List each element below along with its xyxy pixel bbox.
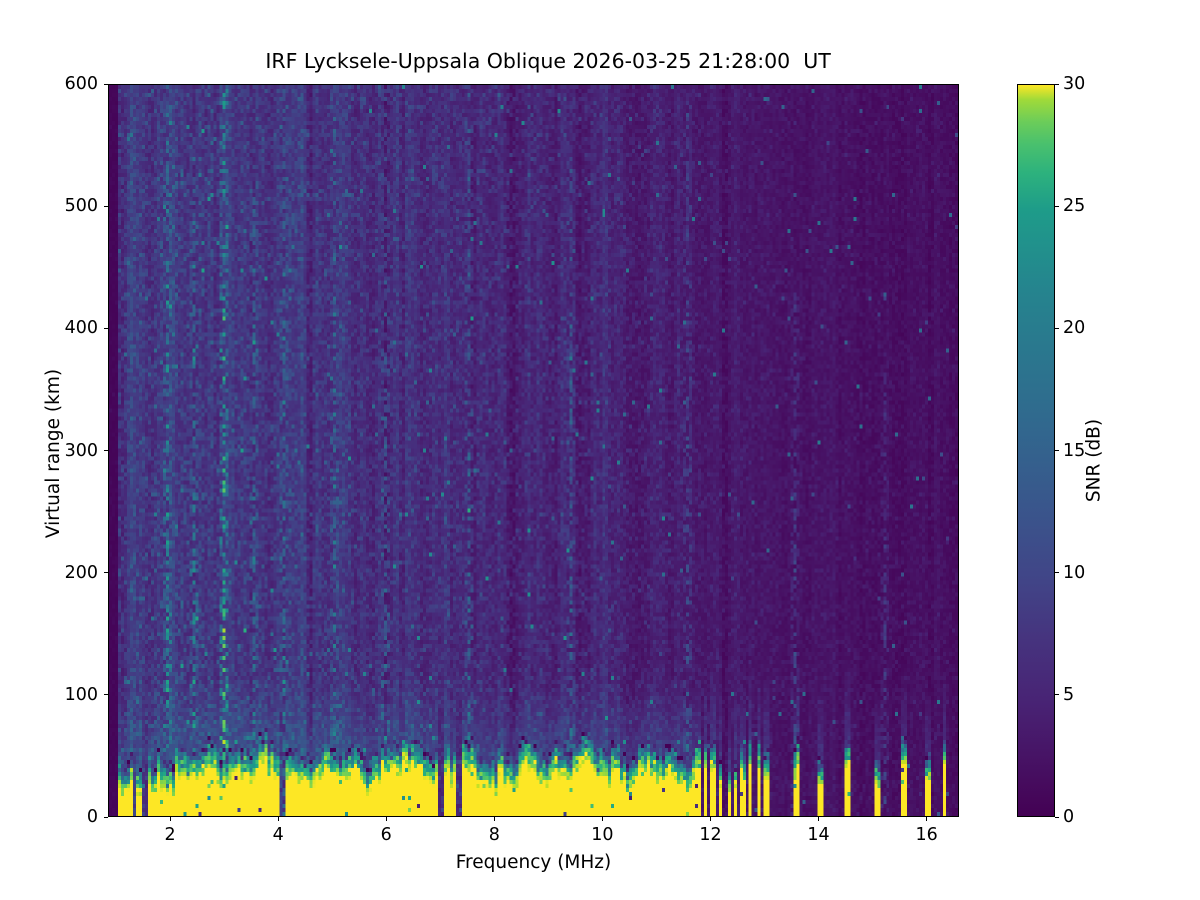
colorbar-tick-label: 10 — [1063, 562, 1086, 583]
colorbar-tick-mark — [1055, 83, 1059, 85]
colorbar-tick-label: 25 — [1063, 196, 1086, 217]
y-tick-mark — [104, 83, 108, 85]
heatmap-plot-area — [108, 84, 959, 817]
y-tick-mark — [104, 327, 108, 329]
colorbar-tick-mark — [1055, 450, 1059, 452]
x-tick-label: 6 — [380, 825, 392, 845]
colorbar-tick-label: 30 — [1063, 74, 1086, 94]
x-tick-label: 8 — [488, 825, 500, 845]
x-tick-mark — [818, 817, 820, 821]
x-tick-label: 16 — [915, 825, 938, 845]
y-tick-label: 500 — [64, 196, 98, 217]
x-tick-mark — [601, 817, 603, 821]
x-axis-label: Frequency (MHz) — [455, 852, 612, 873]
x-tick-label: 12 — [699, 825, 722, 845]
colorbar-tick-label: 20 — [1063, 318, 1086, 339]
colorbar-tick-label: 5 — [1063, 684, 1075, 705]
colorbar-tick-mark — [1055, 205, 1059, 207]
y-tick-mark — [104, 694, 108, 696]
colorbar-tick-label: 0 — [1063, 807, 1075, 827]
ionogram-heatmap — [109, 85, 958, 816]
y-tick-mark — [104, 450, 108, 452]
x-tick-label: 14 — [807, 825, 830, 845]
y-tick-label: 400 — [64, 318, 98, 339]
y-tick-mark — [104, 205, 108, 207]
x-tick-mark — [277, 817, 279, 821]
x-tick-label: 2 — [164, 825, 176, 845]
x-tick-mark — [926, 817, 928, 821]
x-tick-mark — [709, 817, 712, 821]
y-axis-label: Virtual range (km) — [43, 368, 64, 539]
colorbar-tick-mark — [1055, 327, 1059, 329]
x-tick-label: 4 — [272, 825, 284, 845]
x-tick-label: 10 — [591, 825, 614, 845]
colorbar-tick-label: 15 — [1063, 440, 1086, 461]
x-tick-mark — [169, 817, 171, 821]
y-tick-label: 200 — [64, 562, 98, 583]
y-tick-label: 0 — [86, 807, 98, 827]
x-tick-mark — [385, 817, 387, 821]
x-tick-mark — [493, 817, 495, 821]
colorbar-tick-mark — [1055, 572, 1059, 574]
colorbar-tick-mark — [1055, 816, 1059, 818]
snr-colorbar — [1017, 84, 1055, 817]
colorbar-tick-mark — [1055, 694, 1059, 696]
title-line-1: IRF Lycksele-Uppsala Oblique 2026-03-25 … — [265, 49, 831, 73]
y-tick-mark — [104, 816, 108, 818]
colorbar-label: SNR (dB) — [1083, 418, 1105, 503]
y-tick-label: 600 — [64, 74, 98, 94]
y-tick-mark — [104, 572, 108, 574]
y-tick-label: 300 — [64, 440, 98, 461]
y-tick-label: 100 — [64, 684, 98, 705]
